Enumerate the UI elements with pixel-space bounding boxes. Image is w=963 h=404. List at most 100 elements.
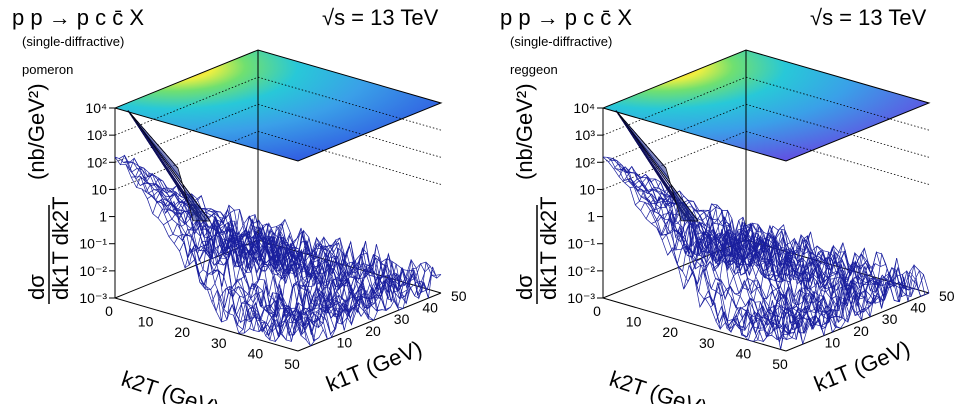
z-tick-label: 10⁻² xyxy=(79,263,107,279)
surface-plot-reggeon: 10⁻³ 10⁻² 10⁻¹ 1 10 10² 10³ 10⁴ 0 10 20 30 40 50 10 20 3… xyxy=(500,5,955,404)
chart-panel-reggeon: 10⁻³ 10⁻² 10⁻¹ 1 10 10² 10³ 10⁴ 0 10 20 30 40 50 10 20 3… xyxy=(488,0,963,404)
k2t-tick-label: 30 xyxy=(211,335,227,351)
z-tick-label: 10² xyxy=(575,154,596,170)
back-wall-gridline xyxy=(257,103,442,158)
z-tick-label: 10³ xyxy=(87,127,108,143)
z-tick-label: 10⁻³ xyxy=(567,290,595,306)
axis-frame-line xyxy=(114,239,259,299)
mesh-line-k1 xyxy=(615,165,799,341)
projection-heatmap-plane xyxy=(113,49,443,162)
mesh-line-k1 xyxy=(144,183,328,340)
mesh-line-k1 xyxy=(661,202,846,324)
plot-title: p p → p c c̄ X xyxy=(500,5,632,30)
mesh-line-k1 xyxy=(211,229,396,304)
mesh-line-k1 xyxy=(619,166,804,345)
process-subtitle: (single-diffractive) xyxy=(510,34,612,49)
z-tick-label: 10 xyxy=(91,181,107,197)
mesh-line-k1 xyxy=(741,222,926,295)
k2t-tick-label: 50 xyxy=(284,356,300,372)
axis-frame-line xyxy=(297,292,442,352)
k2t-tick-label: 20 xyxy=(174,324,190,340)
surface-plot-pomeron: 10⁻³ 10⁻² 10⁻¹ 1 10 10² 10³ 10⁴ 0 10 20 30 40 50 10 20 3… xyxy=(12,5,467,404)
energy-label: √s = 13 TeV xyxy=(322,5,439,30)
mesh-line-k1 xyxy=(131,167,316,341)
z-tick-label: 1 xyxy=(587,209,595,225)
k2t-tick-label: 10 xyxy=(626,314,642,330)
plot-title: p p → p c c̄ X xyxy=(12,5,144,30)
mesh-line-k1 xyxy=(690,239,875,313)
back-wall-gridline xyxy=(745,131,930,185)
side-wall-gridline xyxy=(114,103,259,163)
z-axis-label: dσ dk1T dk2T (nb/GeV²) xyxy=(512,83,561,304)
projection-heatmap-plane xyxy=(601,49,931,162)
energy-label: √s = 13 TeV xyxy=(810,5,927,30)
k2t-tick-label: 40 xyxy=(736,345,752,361)
z-label-numerator: dσ xyxy=(24,274,49,300)
side-wall-gridline xyxy=(114,131,259,190)
k1t-tick-label: 30 xyxy=(394,311,410,327)
mesh-line-k1 xyxy=(724,227,909,302)
mesh-line-k1 xyxy=(177,211,362,320)
k2t-tick-label: 40 xyxy=(248,345,264,361)
z-tick-label: 10⁴ xyxy=(573,100,595,116)
mesh-line-k1 xyxy=(249,214,433,293)
z-tick-label: 1 xyxy=(99,209,107,225)
axis-frame-line xyxy=(785,292,930,352)
k1t-tick-label: 40 xyxy=(910,300,926,316)
k1t-tick-label: 10 xyxy=(337,334,353,350)
z-axis-label: dσ dk1T dk2T (nb/GeV²) xyxy=(24,83,73,304)
mesh-line-k1 xyxy=(236,232,421,297)
k1t-tick-label: 40 xyxy=(422,300,438,316)
k2t-tick-label: 10 xyxy=(138,314,154,330)
z-label-denominator: dk1T dk2T xyxy=(48,196,73,300)
mesh-line-k1 xyxy=(674,218,858,318)
mesh-line-k1 xyxy=(720,232,905,302)
z-tick-label: 10⁻¹ xyxy=(79,236,107,252)
z-label-numerator: dσ xyxy=(512,274,537,300)
side-wall-gridline xyxy=(602,103,747,163)
mesh-line-k1 xyxy=(119,154,303,342)
k2t-tick-label: 20 xyxy=(662,324,678,340)
mesh-line-k1 xyxy=(707,233,892,304)
mesh-line-k1 xyxy=(253,225,437,286)
mesh-line-k1 xyxy=(607,156,791,343)
mesh-line-k1 xyxy=(181,216,366,315)
k2t-tick-label: 0 xyxy=(593,303,601,319)
exchange-label: pomeron xyxy=(22,62,73,77)
z-tick-label: 10⁻³ xyxy=(79,290,107,306)
mesh-line-k1 xyxy=(139,181,324,336)
peak-spike-fill xyxy=(615,110,699,222)
z-label-unit: (nb/GeV²) xyxy=(512,83,537,180)
k1t-tick-label: 10 xyxy=(825,334,841,350)
peak-spike-fill xyxy=(127,110,211,222)
mesh-line-k1 xyxy=(611,160,795,338)
z-tick-label: 10⁻² xyxy=(567,263,595,279)
mesh-line-k1 xyxy=(728,223,913,297)
mesh-line-k1 xyxy=(733,220,917,298)
z-label-unit: (nb/GeV²) xyxy=(24,83,49,180)
k2t-tick-label: 30 xyxy=(699,335,715,351)
k1t-tick-label: 30 xyxy=(882,311,898,327)
surface-mesh xyxy=(114,154,442,347)
k1t-tick-label: 20 xyxy=(853,323,869,339)
process-subtitle: (single-diffractive) xyxy=(22,34,124,49)
k1t-tick-label: 50 xyxy=(939,288,955,304)
chart-panel-pomeron: 10⁻³ 10⁻² 10⁻¹ 1 10 10² 10³ 10⁴ 0 10 20 30 40 50 10 20 3… xyxy=(0,0,475,404)
axis-frame-line xyxy=(602,297,787,352)
z-tick-label: 10 xyxy=(579,181,595,197)
exchange-label: reggeon xyxy=(510,62,558,77)
mesh-line-k1 xyxy=(215,234,400,311)
z-tick-label: 10⁴ xyxy=(85,100,107,116)
k1t-tick-label: 50 xyxy=(451,288,467,304)
mesh-line-k1 xyxy=(627,178,812,336)
k2t-tick-label: 0 xyxy=(105,303,113,319)
back-wall-gridline xyxy=(745,103,930,158)
z-tick-label: 10⁻¹ xyxy=(567,236,595,252)
mesh-line-k1 xyxy=(198,234,383,312)
z-tick-label: 10² xyxy=(87,154,108,170)
k2t-axis-title: k2T (GeV) xyxy=(118,366,222,404)
back-wall-gridline xyxy=(257,76,442,131)
k1t-tick-label: 20 xyxy=(365,323,381,339)
surface-mesh xyxy=(602,156,930,350)
mesh-line-k1 xyxy=(712,234,896,302)
